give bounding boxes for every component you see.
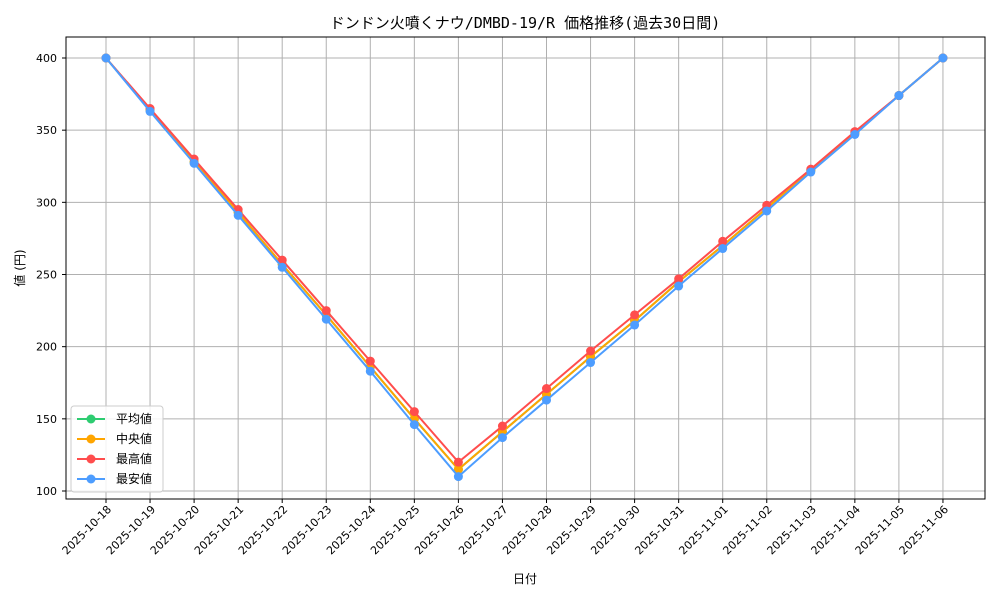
legend-box: [70, 405, 164, 493]
series-line: [105, 57, 944, 478]
data-point: [938, 53, 948, 63]
y-tick-label: 300: [36, 196, 57, 209]
grid-lines: [66, 37, 985, 499]
data-point: [145, 106, 155, 116]
legend-marker-icon: [86, 434, 96, 444]
data-point: [586, 358, 596, 368]
legend-label: 最安値: [116, 471, 152, 486]
data-point: [409, 420, 419, 430]
data-point: [674, 274, 684, 284]
data-point: [277, 262, 287, 272]
y-tick-label: 350: [36, 124, 57, 137]
data-point: [630, 310, 640, 320]
chart-title: ドンドン火噴くナウ/DMBD-19/R 価格推移(過去30日間): [330, 14, 720, 32]
data-point: [409, 407, 419, 417]
legend-label: 中央値: [116, 431, 152, 446]
data-point: [453, 457, 463, 467]
data-point: [850, 129, 860, 139]
data-point: [674, 281, 684, 291]
data-point: [542, 384, 551, 394]
x-axis-label: 日付: [513, 572, 537, 586]
data-point: [806, 167, 816, 177]
y-tick-label: 250: [36, 269, 57, 282]
series-平均値: [101, 53, 948, 474]
data-point: [453, 464, 463, 474]
data-point: [497, 421, 507, 431]
data-point: [321, 306, 331, 316]
data-point: [586, 346, 596, 356]
data-point: [894, 91, 904, 101]
data-point: [497, 433, 507, 443]
y-axis-ticks: 100 150 200 250 300 350 400: [36, 52, 66, 498]
legend-label: 最高値: [116, 451, 152, 466]
series-最安値: [101, 53, 948, 482]
y-tick-label: 150: [36, 413, 57, 426]
y-tick-label: 100: [36, 485, 57, 498]
data-point: [718, 236, 728, 246]
data-point: [277, 255, 287, 265]
plot-frame: [65, 36, 986, 500]
series-中央値: [101, 53, 948, 474]
legend-marker-icon: [86, 414, 96, 424]
series-line: [105, 57, 944, 464]
data-point: [718, 244, 728, 254]
y-axis-label: 値 (円): [12, 249, 27, 286]
data-point: [101, 53, 111, 63]
data-point: [365, 356, 375, 366]
y-tick-label: 400: [36, 52, 57, 65]
legend-label: 平均値: [116, 411, 152, 426]
data-point: [453, 472, 463, 482]
data-point: [189, 158, 199, 168]
legend-marker-icon: [86, 474, 96, 484]
series-lines: [101, 53, 948, 482]
data-point: [542, 395, 551, 405]
series-最高値: [101, 53, 948, 467]
data-point: [762, 206, 772, 216]
legend-marker-icon: [86, 454, 96, 464]
data-point: [233, 210, 243, 220]
x-axis-ticks: 2025-10-182025-10-192025-10-202025-10-21…: [60, 499, 951, 557]
y-tick-label: 200: [36, 341, 57, 354]
data-point: [365, 366, 375, 376]
data-point: [630, 320, 640, 330]
series-line: [105, 57, 944, 471]
data-point: [321, 314, 331, 324]
